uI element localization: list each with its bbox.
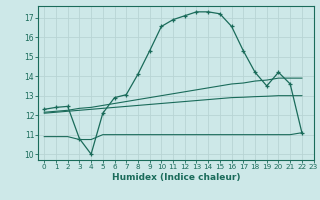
X-axis label: Humidex (Indice chaleur): Humidex (Indice chaleur) xyxy=(112,173,240,182)
